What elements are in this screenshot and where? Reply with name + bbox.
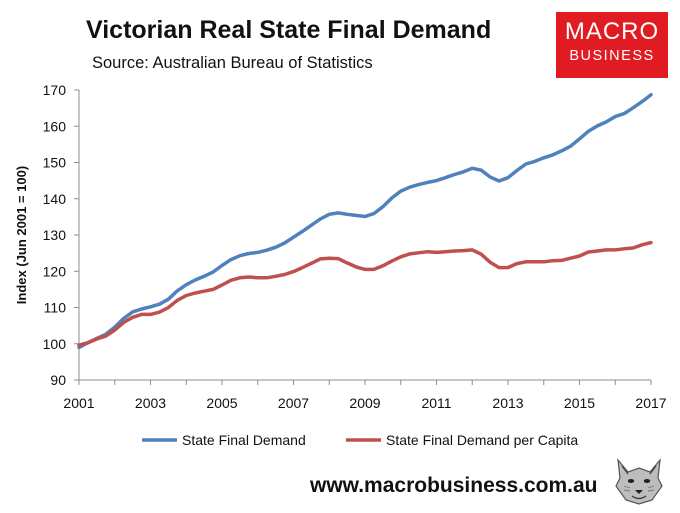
x-tick-label: 2011: [421, 395, 451, 411]
legend-label-1: State Final Demand: [182, 432, 306, 448]
series-line-1: [77, 92, 653, 350]
macrobusiness-logo: MACRO BUSINESS: [556, 12, 668, 78]
x-tick-label: 2001: [63, 395, 94, 411]
x-tick-label: 2015: [564, 395, 595, 411]
x-tick-label: 2013: [492, 395, 523, 411]
x-tick-label: 2003: [135, 395, 166, 411]
x-tick-label: 2009: [349, 395, 380, 411]
wolf-icon: [612, 456, 666, 506]
y-tick-label: 170: [43, 82, 67, 98]
website-url: www.macrobusiness.com.au: [310, 474, 598, 497]
logo-line-business: BUSINESS: [569, 48, 655, 64]
chart-subtitle: Source: Australian Bureau of Statistics: [92, 54, 373, 72]
y-tick-label: 120: [43, 263, 67, 279]
x-tick-label: 2005: [206, 395, 237, 411]
chart-title: Victorian Real State Final Demand: [86, 16, 492, 44]
y-tick-label: 140: [43, 191, 67, 207]
y-tick-label: 100: [43, 336, 67, 352]
y-tick-label: 160: [43, 118, 67, 134]
legend-label-2: State Final Demand per Capita: [386, 432, 578, 448]
series-line-2: [77, 240, 653, 347]
x-tick-label: 2007: [278, 395, 309, 411]
y-tick-label: 110: [44, 300, 67, 316]
x-tick-label: 2017: [635, 395, 666, 411]
y-tick-label: 150: [43, 155, 67, 171]
y-axis-title: Index (Jun 2001 = 100): [14, 166, 29, 304]
y-tick-label: 90: [50, 372, 66, 388]
logo-line-macro: MACRO: [564, 18, 660, 45]
y-tick-label: 130: [43, 227, 67, 243]
